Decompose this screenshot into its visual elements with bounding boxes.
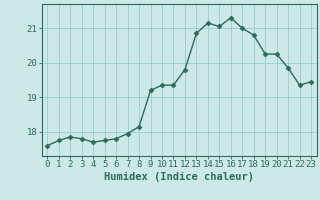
X-axis label: Humidex (Indice chaleur): Humidex (Indice chaleur) (104, 172, 254, 182)
